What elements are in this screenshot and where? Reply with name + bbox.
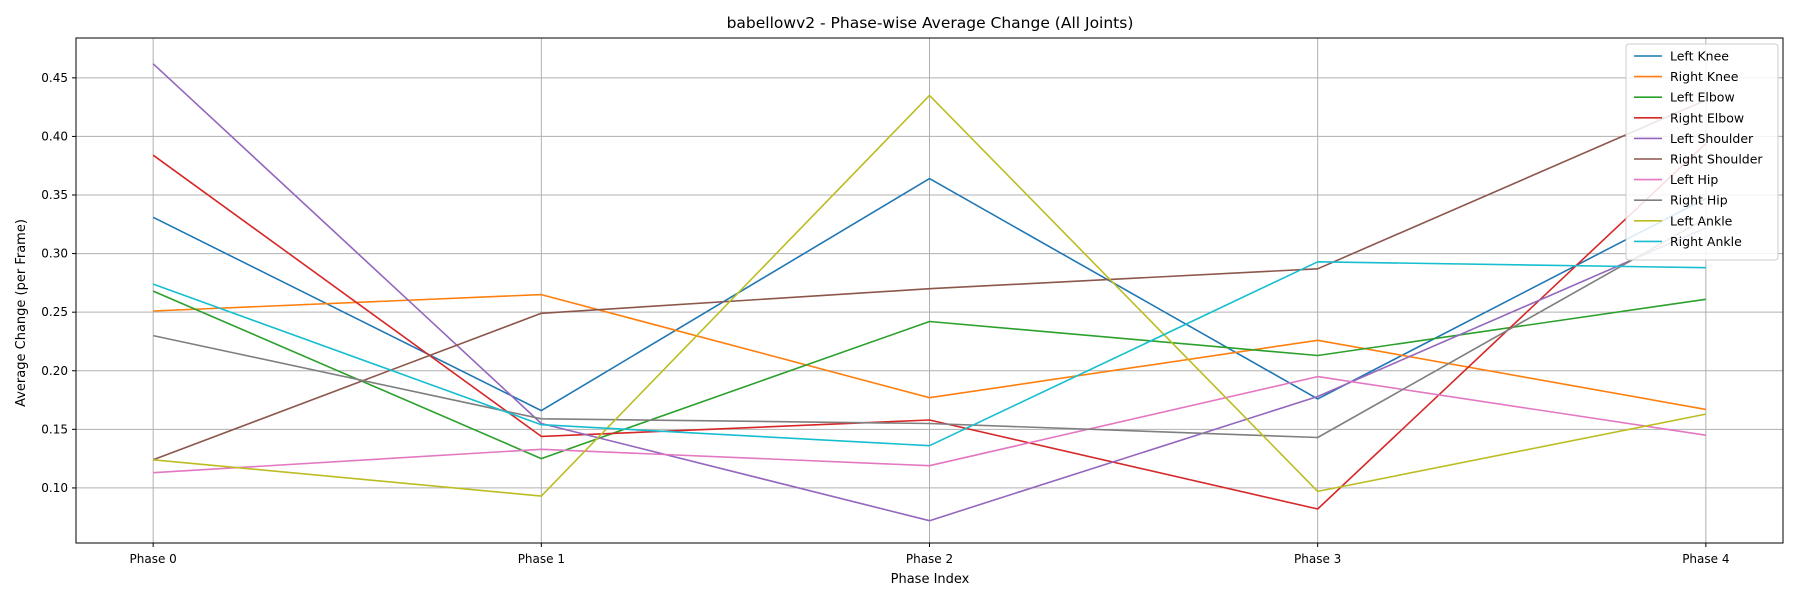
legend-label-left-knee: Left Knee bbox=[1670, 49, 1729, 64]
y-tick-label: 0.25 bbox=[41, 305, 68, 319]
legend: Left Knee Right Knee Left Elbow Right Elbow… bbox=[1625, 43, 1779, 261]
legend-label-left-ankle: Left Ankle bbox=[1670, 213, 1733, 228]
x-tick-label: Phase 2 bbox=[906, 552, 953, 566]
legend-label-left-shoulder: Left Shoulder bbox=[1670, 131, 1754, 146]
series-line-right-knee bbox=[153, 293, 1706, 411]
y-tick-label: 0.15 bbox=[41, 422, 68, 436]
chart-title: babellowv2 - Phase-wise Average Change (… bbox=[727, 14, 1134, 32]
y-axis-label: Average Change (per Frame) bbox=[14, 219, 29, 407]
legend-box bbox=[1625, 43, 1779, 261]
legend-label-left-hip: Left Hip bbox=[1670, 172, 1718, 187]
series-line-left-hip bbox=[153, 375, 1706, 474]
y-tick-label: 0.10 bbox=[41, 481, 68, 495]
legend-label-right-shoulder: Right Shoulder bbox=[1670, 152, 1763, 167]
y-tick-label: 0.30 bbox=[41, 247, 68, 261]
series-line-left-shoulder bbox=[152, 63, 1707, 522]
series-line-left-knee bbox=[152, 177, 1707, 412]
y-tick-label: 0.35 bbox=[41, 188, 68, 202]
series-line-right-ankle bbox=[152, 260, 1706, 447]
x-tick-label: Phase 4 bbox=[1682, 552, 1729, 566]
x-tick-label: Phase 1 bbox=[518, 552, 565, 566]
legend-label-left-elbow: Left Elbow bbox=[1670, 90, 1735, 105]
grid bbox=[76, 38, 1783, 543]
x-axis-ticks: Phase 0 Phase 1 Phase 2 Phase 3 Phase 4 bbox=[130, 543, 1729, 566]
legend-label-right-hip: Right Hip bbox=[1670, 193, 1728, 208]
legend-label-right-ankle: Right Ankle bbox=[1670, 234, 1742, 249]
series-line-left-ankle bbox=[153, 94, 1706, 497]
series-layer bbox=[152, 63, 1707, 522]
legend-label-right-knee: Right Knee bbox=[1670, 69, 1739, 84]
x-tick-label: Phase 3 bbox=[1294, 552, 1341, 566]
series-line-left-elbow bbox=[152, 290, 1706, 460]
series-line-right-shoulder bbox=[152, 99, 1707, 461]
x-tick-label: Phase 0 bbox=[130, 552, 177, 566]
y-tick-label: 0.45 bbox=[41, 71, 68, 85]
y-axis-ticks: 0.10 0.15 0.20 0.25 0.30 0.35 0.40 0.45 bbox=[41, 71, 76, 495]
series-line-right-elbow bbox=[152, 142, 1707, 510]
y-tick-label: 0.20 bbox=[41, 364, 68, 378]
y-tick-label: 0.40 bbox=[41, 129, 68, 143]
series-line-right-hip bbox=[153, 217, 1707, 439]
x-axis-label: Phase Index bbox=[891, 572, 970, 587]
legend-label-right-elbow: Right Elbow bbox=[1670, 110, 1744, 125]
